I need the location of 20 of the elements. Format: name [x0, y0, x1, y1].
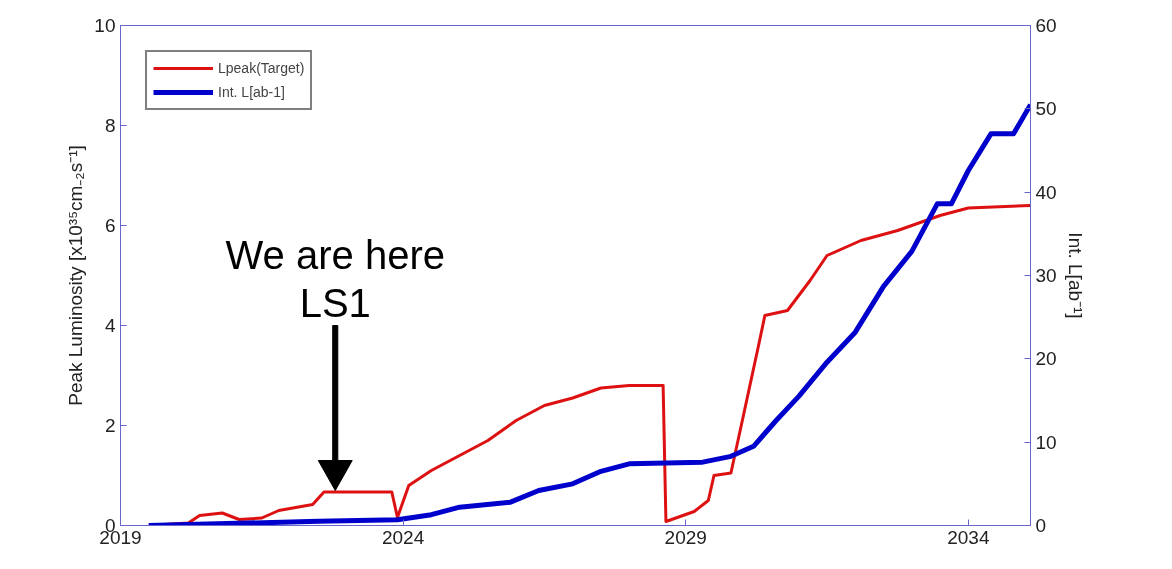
- y-axis-title: Peak Luminosity [x10³⁵cm₋₂s⁻¹]: [65, 145, 87, 406]
- y2-tick-label: 50: [1035, 98, 1057, 120]
- y-tick-label: 8: [104, 115, 116, 136]
- annotation: We are here LS1: [225, 233, 445, 326]
- y2-axis-title: Int. L[ab⁻¹]: [1064, 232, 1086, 319]
- legend-label: Int. L[ab-1]: [218, 84, 285, 100]
- y-tick-label: 6: [104, 215, 116, 236]
- y-tick-label: 4: [104, 315, 116, 336]
- y2-tick-label: 0: [1035, 515, 1047, 536]
- y-tick-label: 10: [94, 15, 116, 36]
- y2-tick-label: 60: [1035, 15, 1057, 36]
- y2-tick-label: 40: [1035, 181, 1057, 203]
- y-tick-label: 2: [104, 415, 116, 436]
- y2-tick-label: 30: [1035, 265, 1057, 286]
- legend-label: Lpeak(Target): [218, 60, 305, 76]
- x-tick-label: 2034: [947, 526, 990, 548]
- y2-tick-label: 10: [1035, 431, 1057, 453]
- x-tick-label: 2029: [664, 526, 707, 548]
- x-tick-label: 2024: [381, 526, 425, 548]
- y2-tick-label: 20: [1035, 348, 1057, 370]
